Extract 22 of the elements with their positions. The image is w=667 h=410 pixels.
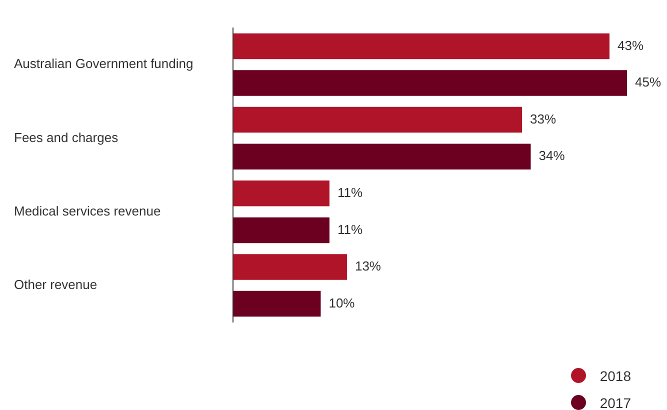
data-label: 13% xyxy=(354,258,382,274)
data-label: 10% xyxy=(328,295,356,310)
bar xyxy=(233,70,627,96)
data-label: 45% xyxy=(635,74,662,90)
bar xyxy=(233,180,330,206)
y-tick-label: Medical services revenue xyxy=(14,203,161,218)
y-tick-label: Australian Government funding xyxy=(14,56,194,72)
bar xyxy=(233,217,330,244)
bar xyxy=(233,33,610,60)
y-tick-label: Other revenue xyxy=(14,276,98,292)
bar xyxy=(233,106,522,133)
bar xyxy=(233,290,321,317)
legend-label: 2018 xyxy=(600,368,631,384)
bar xyxy=(233,254,347,280)
bar xyxy=(233,144,531,170)
data-label: 34% xyxy=(538,148,566,164)
data-label: 11% xyxy=(337,222,363,237)
y-tick-label: Fees and charges xyxy=(14,130,119,145)
data-label: 11% xyxy=(337,184,363,200)
data-label: 33% xyxy=(530,111,556,126)
data-label: 43% xyxy=(618,38,644,53)
legend-label: 2017 xyxy=(600,394,631,410)
